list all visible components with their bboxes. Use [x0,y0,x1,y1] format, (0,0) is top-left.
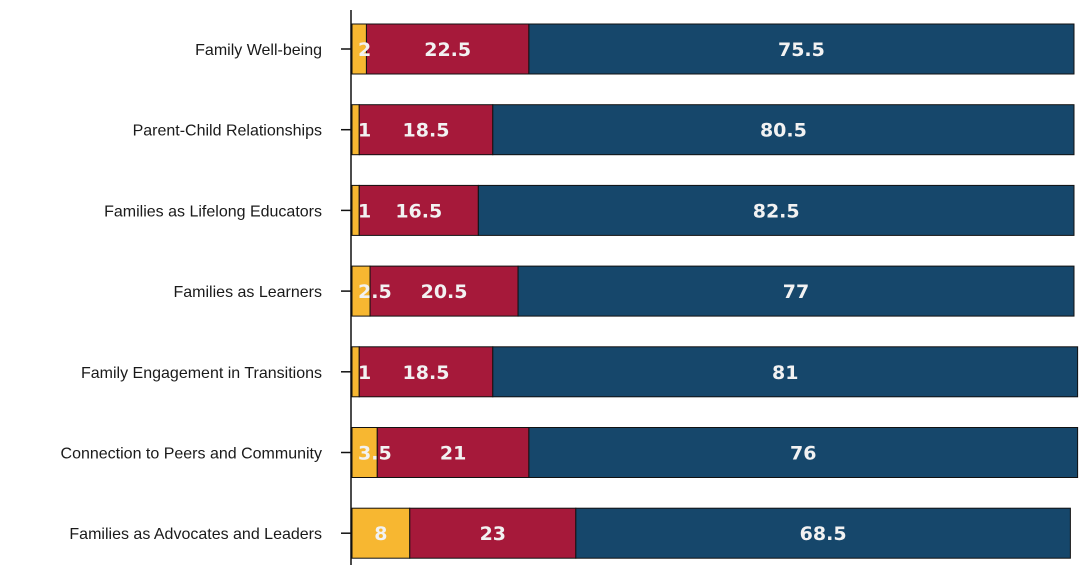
category-labels: Family Well-being Parent-Child Relationsh… [61,42,322,543]
value-label: 18.5 [403,120,450,142]
bar-segment-2 [376,427,530,478]
category-label: Family Well-being [195,42,322,59]
value-label: 80.5 [760,120,807,142]
bar-segment-3 [492,346,1079,398]
bar-segment-3 [528,427,1079,478]
value-label: 82.5 [753,200,800,222]
value-label: 16.5 [395,200,442,222]
category-label: Families as Lifelong Educators [104,203,322,220]
bar-segment-2 [409,507,577,559]
value-label: 21 [440,443,466,465]
value-label: 22.5 [424,39,471,61]
value-label: 1 [358,200,371,222]
value-label: 2 [358,39,371,61]
category-label: Families as Learners [174,284,323,301]
bar-segment-1 [351,507,411,559]
category-label: Connection to Peers and Community [61,446,322,463]
bar-segment-2 [365,23,530,75]
bar-segment-3 [575,507,1071,559]
bar-segment-3 [528,23,1075,75]
bar-group [351,23,1079,559]
value-label: 1 [358,362,371,384]
value-label: 23 [480,523,506,545]
value-label: 2.5 [358,281,392,303]
bar-segment-2 [358,346,494,398]
value-label: 75.5 [778,39,825,61]
value-labels: 2 22.5 75.5 1 18.5 80.5 1 16.5 82.5 2.5 20.5 77 1 18.… [358,39,847,545]
category-label: Parent-Child Relationships [133,123,322,140]
bar-segment-3 [517,265,1075,317]
bar-segment-1 [351,427,378,478]
bar-segment-2 [358,104,494,156]
value-label: 68.5 [800,523,847,545]
bar-segment-3 [477,184,1075,236]
category-label: Families as Advocates and Leaders [69,526,322,543]
value-label: 8 [374,523,387,545]
bar-segment-3 [492,104,1075,156]
value-label: 18.5 [403,362,450,384]
bar-segment-2 [358,184,479,236]
y-axis [341,10,352,565]
value-label: 1 [358,120,371,142]
value-label: 20.5 [421,281,468,303]
value-label: 77 [783,281,809,303]
value-label: 81 [772,362,798,384]
category-label: Family Engagement in Transitions [81,365,322,382]
value-label: 3.5 [358,443,392,465]
value-label: 76 [790,443,816,465]
